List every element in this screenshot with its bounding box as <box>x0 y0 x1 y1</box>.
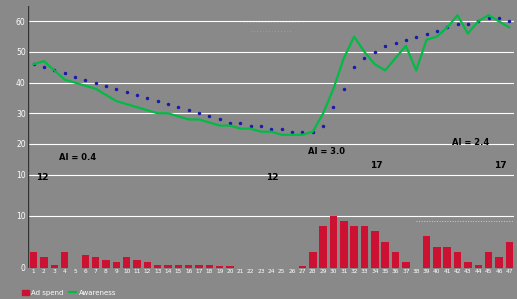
Bar <box>133 260 141 268</box>
Text: . . . . . . . . . . . . . .: . . . . . . . . . . . . . . <box>251 28 292 33</box>
Bar <box>392 252 399 268</box>
Text: 12: 12 <box>36 173 48 182</box>
Bar <box>433 247 440 268</box>
Bar <box>51 265 58 268</box>
Bar <box>423 237 430 268</box>
Bar <box>144 263 151 268</box>
Bar <box>454 252 461 268</box>
Bar <box>102 260 110 268</box>
Bar <box>475 265 482 268</box>
Bar <box>185 265 192 268</box>
Bar <box>206 265 213 268</box>
Bar <box>113 263 120 268</box>
Bar <box>123 257 130 268</box>
Bar <box>299 266 306 268</box>
Text: 17: 17 <box>494 161 506 170</box>
Bar <box>82 255 89 268</box>
Bar <box>92 257 99 268</box>
Bar <box>340 221 347 268</box>
Text: AI = 2.4: AI = 2.4 <box>452 138 490 147</box>
Bar <box>226 266 234 268</box>
Bar <box>351 226 358 268</box>
Bar <box>175 265 182 268</box>
Text: AI = 0.4: AI = 0.4 <box>59 153 97 162</box>
Bar <box>361 226 368 268</box>
Bar <box>320 226 327 268</box>
Bar <box>382 242 389 268</box>
Bar <box>164 265 172 268</box>
Legend: Ad spend, Awareness: Ad spend, Awareness <box>19 287 119 298</box>
Bar <box>40 257 48 268</box>
Bar <box>495 257 503 268</box>
Text: AI = 3.0: AI = 3.0 <box>308 147 345 156</box>
Bar <box>330 216 337 268</box>
Bar <box>154 265 161 268</box>
Bar <box>371 231 378 268</box>
Text: . . . . . . . . . . . . . . . . . . .: . . . . . . . . . . . . . . . . . . . <box>244 19 299 24</box>
Bar <box>309 252 316 268</box>
Bar <box>402 263 409 268</box>
Bar <box>506 242 513 268</box>
Bar <box>464 263 472 268</box>
Bar <box>61 252 68 268</box>
Bar <box>30 252 37 268</box>
Text: 17: 17 <box>370 161 382 170</box>
Bar <box>195 265 203 268</box>
Bar <box>485 252 492 268</box>
Bar <box>444 247 451 268</box>
Bar <box>216 266 223 268</box>
Text: 12: 12 <box>266 173 279 182</box>
